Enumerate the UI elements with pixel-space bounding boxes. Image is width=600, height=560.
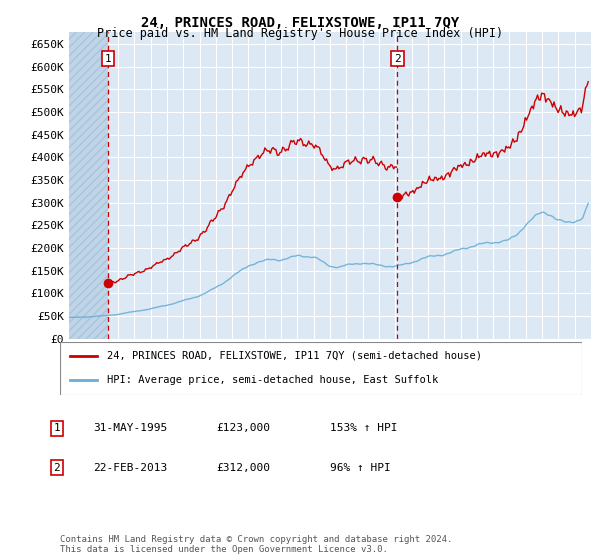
Text: 1: 1 — [105, 54, 112, 63]
Text: HPI: Average price, semi-detached house, East Suffolk: HPI: Average price, semi-detached house,… — [107, 375, 438, 385]
Text: 2: 2 — [394, 54, 401, 63]
Text: 24, PRINCES ROAD, FELIXSTOWE, IP11 7QY (semi-detached house): 24, PRINCES ROAD, FELIXSTOWE, IP11 7QY (… — [107, 351, 482, 361]
Text: 153% ↑ HPI: 153% ↑ HPI — [330, 423, 398, 433]
Text: 1: 1 — [53, 423, 61, 433]
Text: £123,000: £123,000 — [216, 423, 270, 433]
Text: 24, PRINCES ROAD, FELIXSTOWE, IP11 7QY: 24, PRINCES ROAD, FELIXSTOWE, IP11 7QY — [141, 16, 459, 30]
Text: 31-MAY-1995: 31-MAY-1995 — [93, 423, 167, 433]
Text: £312,000: £312,000 — [216, 463, 270, 473]
Text: Contains HM Land Registry data © Crown copyright and database right 2024.
This d: Contains HM Land Registry data © Crown c… — [60, 535, 452, 554]
Text: 22-FEB-2013: 22-FEB-2013 — [93, 463, 167, 473]
Bar — [69, 32, 109, 339]
Text: Price paid vs. HM Land Registry's House Price Index (HPI): Price paid vs. HM Land Registry's House … — [97, 27, 503, 40]
Text: 2: 2 — [53, 463, 61, 473]
Text: 96% ↑ HPI: 96% ↑ HPI — [330, 463, 391, 473]
